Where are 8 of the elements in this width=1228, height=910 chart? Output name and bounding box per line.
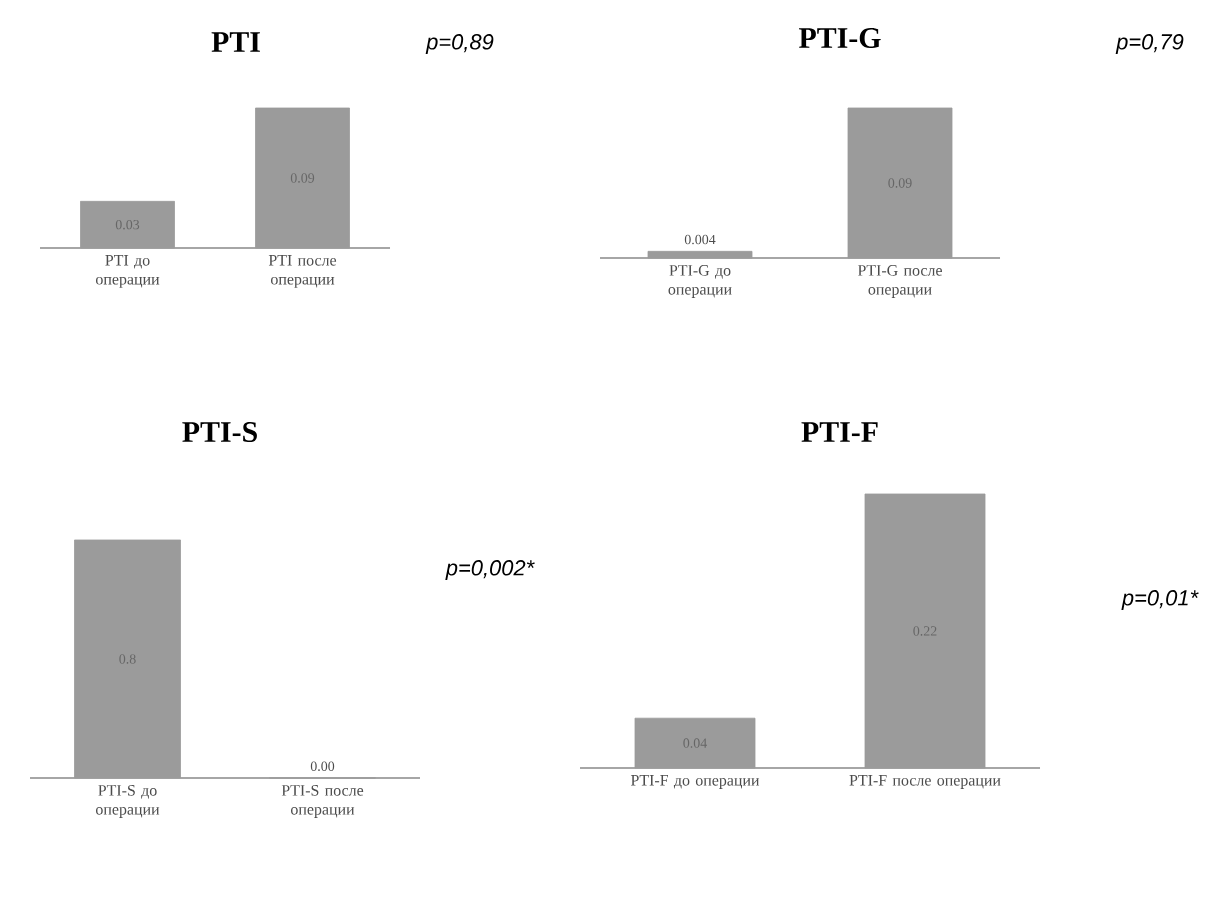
chart-title: PTI <box>211 32 260 52</box>
text: p=0,79 <box>1115 34 1184 54</box>
text: p=0,89 <box>425 34 494 54</box>
chart-title: PTI-G <box>799 27 881 49</box>
text: p=0,002* <box>445 560 535 580</box>
chart-title: PTI-F <box>801 422 878 442</box>
text: p=0,01* <box>1121 590 1199 610</box>
chart-title: PTI-S <box>182 422 257 443</box>
